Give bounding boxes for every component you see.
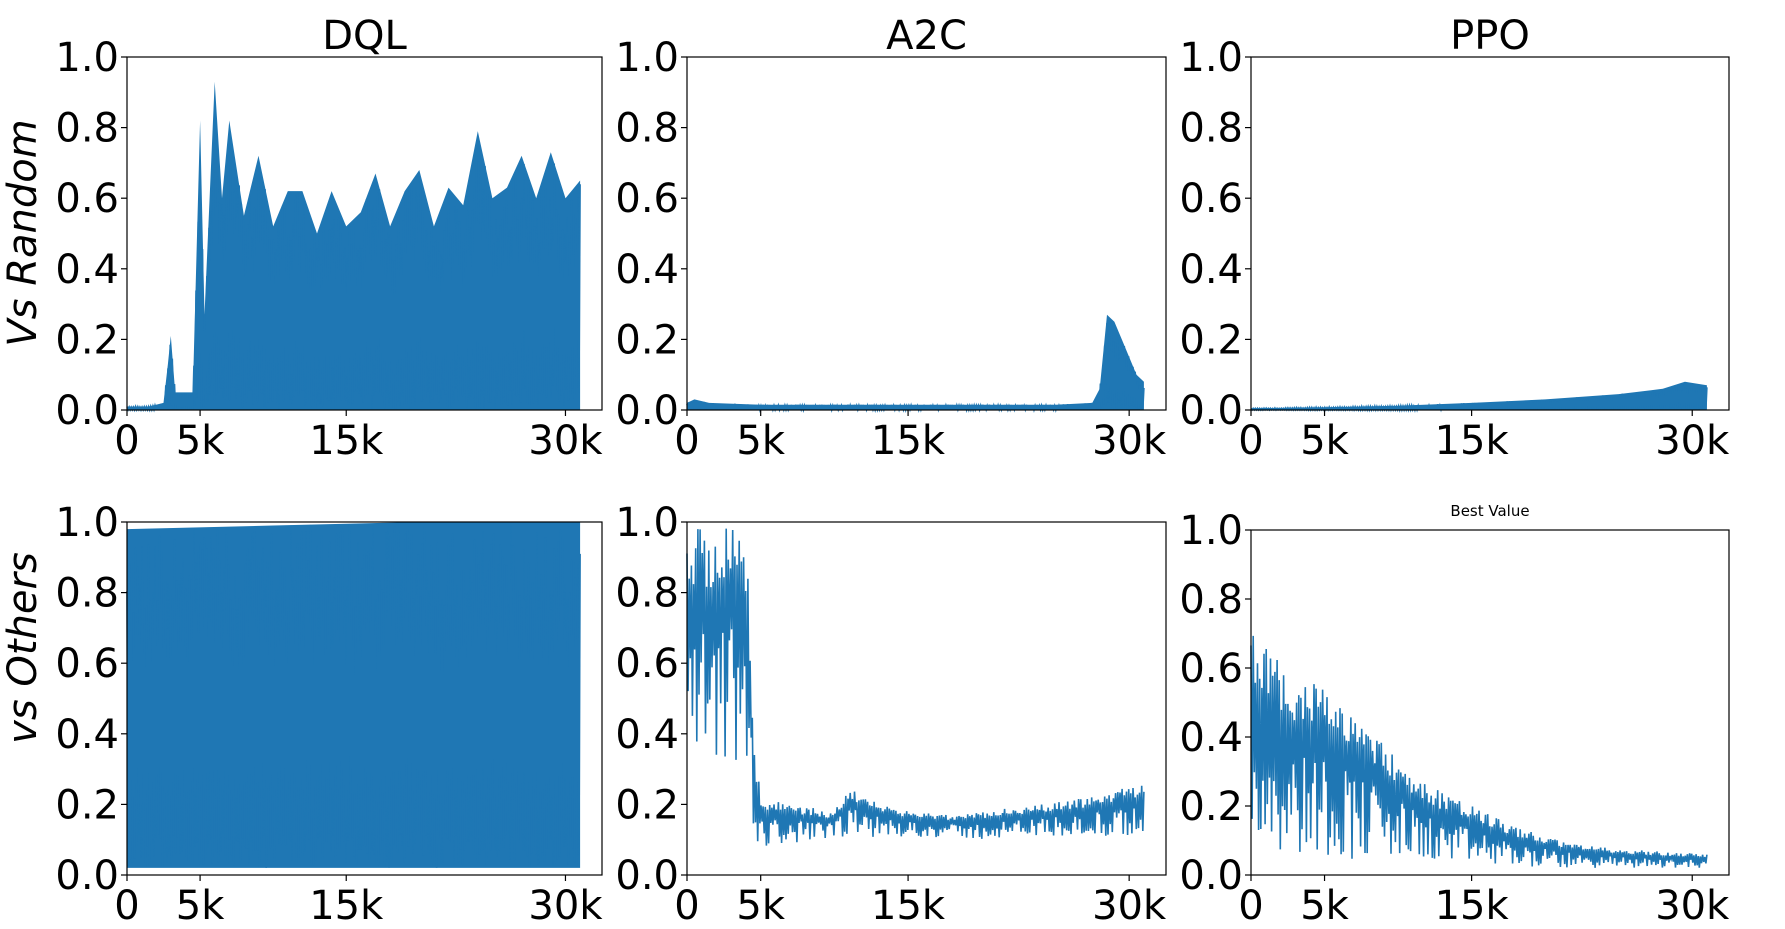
top-right-xtick-label: 30k [1655, 418, 1730, 464]
top-right-xtick-label: 15k [1435, 418, 1510, 464]
top-left-ytick-label: 0.8 [55, 106, 119, 152]
top-right-ytick-label: 0.0 [1179, 388, 1243, 434]
top-right-series-line [1250, 382, 1708, 414]
bottom-left-xtick-label: 15k [309, 883, 384, 929]
bottom-right-ytick-label: 0.2 [1179, 784, 1243, 830]
bottom-left-ytick-label: 0.2 [55, 782, 119, 828]
bottom-right-ytick-label: 0.4 [1179, 715, 1243, 761]
bottom-middle-ytick-label: 0.4 [615, 712, 679, 758]
top-left-xtick-label: 0 [114, 418, 139, 464]
top-right-ytick-label: 0.8 [1179, 106, 1243, 152]
top-left-axes-frame [126, 56, 603, 411]
top-right-ytick-label: 0.4 [1179, 247, 1243, 293]
top-middle-xtick-label: 5k [736, 418, 785, 464]
bottom-right-xtick-label: 0 [1238, 883, 1263, 929]
top-left-ytick-label: 1.0 [55, 35, 119, 81]
bottom-left-xtick-label: 30k [528, 883, 603, 929]
bottom-middle-ytick-label: 0.8 [615, 571, 679, 617]
top-left-title: DQL [322, 13, 407, 59]
top-middle-axes-frame [686, 56, 1167, 411]
top-middle-title: A2C [886, 13, 967, 59]
bottom-left-xtick-label: 5k [176, 883, 225, 929]
top-left-xtick-label: 30k [528, 418, 603, 464]
bottom-left-axes-frame [126, 521, 603, 876]
bottom-left-ytick-label: 1.0 [55, 500, 119, 546]
bottom-right-ytick-label: 0.0 [1179, 853, 1243, 899]
top-left-ytick-label: 0.4 [55, 247, 119, 293]
top-middle-xtick-label: 0 [674, 418, 699, 464]
bottom-left-series-line [126, 522, 581, 868]
row-label-vs-others: vs Others [0, 552, 46, 744]
top-middle-ytick-label: 0.8 [615, 106, 679, 152]
bottom-left-ytick-label: 0.0 [55, 853, 119, 899]
bottom-middle-xtick-label: 0 [674, 883, 699, 929]
bottom-right-ytick-label: 0.6 [1179, 646, 1243, 692]
bottom-right-ytick-label: 1.0 [1179, 508, 1243, 554]
bottom-right-xtick-label: 15k [1435, 883, 1510, 929]
top-right-axes-frame [1250, 56, 1730, 411]
top-middle-xtick-label: 30k [1092, 418, 1167, 464]
bottom-left-ytick-label: 0.6 [55, 641, 119, 687]
top-left-xtick-label: 5k [176, 418, 225, 464]
bottom-right-xtick-label: 30k [1655, 883, 1730, 929]
top-left-ytick-label: 0.6 [55, 176, 119, 222]
top-right-ytick-label: 1.0 [1179, 35, 1243, 81]
bottom-middle-ytick-label: 0.0 [615, 853, 679, 899]
top-right-ytick-label: 0.6 [1179, 176, 1243, 222]
top-middle-ytick-label: 0.2 [615, 317, 679, 363]
bottom-right-title: Best Value [1450, 502, 1529, 520]
top-middle-ytick-label: 0.4 [615, 247, 679, 293]
top-left-xtick-label: 15k [309, 418, 384, 464]
row-label-vs-random: Vs Random [0, 119, 46, 347]
top-right-title: PPO [1450, 13, 1530, 59]
top-middle-series-area [687, 314, 1144, 410]
bottom-left-ytick-label: 0.4 [55, 712, 119, 758]
bottom-left-ytick-label: 0.8 [55, 571, 119, 617]
bottom-right-ytick-label: 0.8 [1179, 577, 1243, 623]
top-left-ytick-label: 0.2 [55, 317, 119, 363]
top-right-xtick-label: 5k [1300, 418, 1349, 464]
top-middle-ytick-label: 0.6 [615, 176, 679, 222]
bottom-middle-ytick-label: 0.2 [615, 782, 679, 828]
bottom-middle-xtick-label: 15k [871, 883, 946, 929]
bottom-middle-axes-frame [686, 521, 1167, 876]
bottom-middle-xtick-label: 5k [736, 883, 785, 929]
top-middle-xtick-label: 15k [871, 418, 946, 464]
top-middle-ytick-label: 1.0 [615, 35, 679, 81]
top-left-ytick-label: 0.0 [55, 388, 119, 434]
top-left-series-line [126, 113, 581, 413]
top-right-ytick-label: 0.2 [1179, 317, 1243, 363]
top-right-xtick-label: 0 [1238, 418, 1263, 464]
bottom-right-series-line [1250, 635, 1708, 868]
bottom-middle-ytick-label: 1.0 [615, 500, 679, 546]
bottom-right-axes-frame [1250, 529, 1730, 876]
bottom-middle-series-line [686, 528, 1145, 846]
bottom-middle-ytick-label: 0.6 [615, 641, 679, 687]
bottom-right-xtick-label: 5k [1300, 883, 1349, 929]
top-middle-ytick-label: 0.0 [615, 388, 679, 434]
bottom-left-xtick-label: 0 [114, 883, 139, 929]
top-middle-series-line [686, 323, 1145, 414]
bottom-middle-xtick-label: 30k [1092, 883, 1167, 929]
